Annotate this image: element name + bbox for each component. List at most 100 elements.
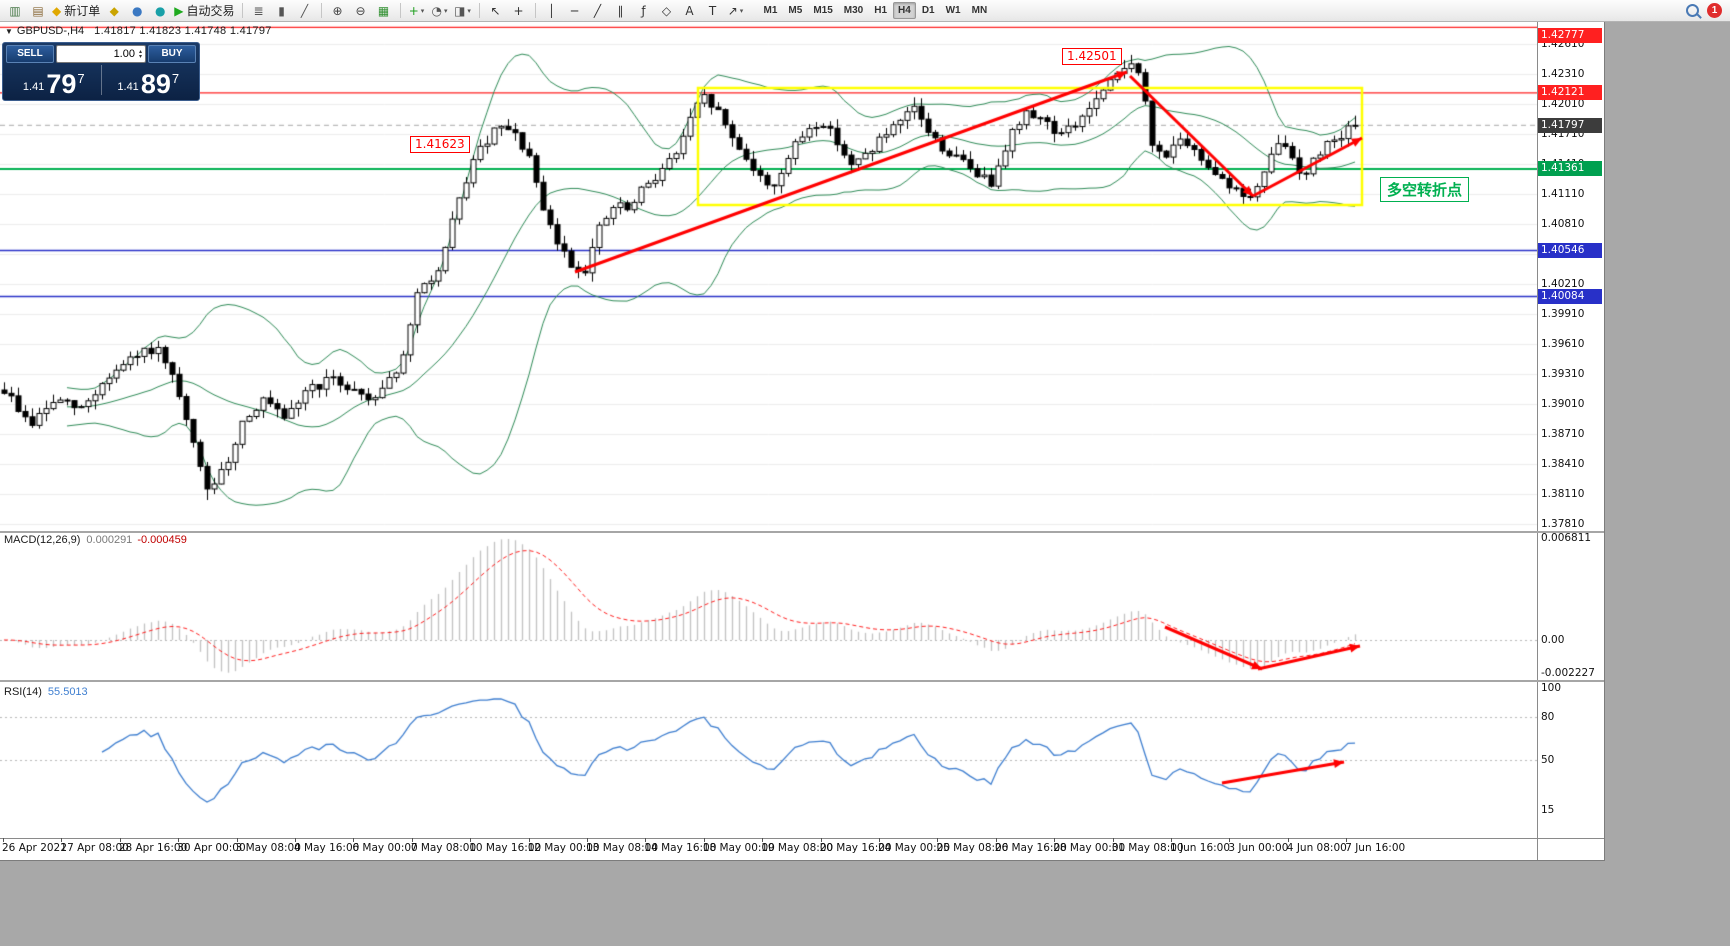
periods-dropdown[interactable]: ▾ bbox=[443, 6, 448, 15]
panel-separator[interactable] bbox=[0, 680, 1604, 682]
new-order-button[interactable]: ◆ 新订单 bbox=[50, 2, 102, 20]
fibonacci-button[interactable]: ƒ bbox=[633, 2, 655, 20]
shapes-icon: ◇ bbox=[661, 3, 672, 18]
date-label: 28 May 00:00 bbox=[1053, 842, 1126, 854]
date-label: 1 Jun 16:00 bbox=[1170, 842, 1231, 854]
chart-canvas[interactable] bbox=[0, 22, 1537, 838]
macd-indicator-label: MACD(12,26,9) 0.000291 -0.000459 bbox=[4, 534, 187, 546]
rsi-name: RSI(14) bbox=[4, 686, 42, 698]
sell-button[interactable]: SELL bbox=[6, 45, 54, 63]
macd-signal-value: -0.000459 bbox=[137, 534, 187, 546]
price-tick-label: 1.38710 bbox=[1541, 428, 1585, 440]
notifications-badge[interactable]: 1 bbox=[1707, 3, 1722, 18]
date-label: 6 May 00:00 bbox=[352, 842, 418, 854]
indicators-button[interactable]: + ▾ bbox=[406, 2, 428, 20]
buy-button[interactable]: BUY bbox=[148, 45, 196, 63]
date-label: 10 May 16:00 bbox=[469, 842, 542, 854]
horizontal-line-button[interactable]: ─ bbox=[564, 2, 586, 20]
search-icon[interactable] bbox=[1686, 4, 1699, 17]
arrows-tool-button[interactable]: ↗ ▾ bbox=[725, 2, 747, 20]
templates-dropdown[interactable]: ▾ bbox=[467, 6, 471, 15]
timeframe-d1-button[interactable]: D1 bbox=[921, 5, 935, 16]
price-divider bbox=[100, 65, 102, 95]
history-center-button[interactable]: ◆ bbox=[103, 2, 125, 20]
ohlc-values: 1.41817 1.41823 1.41748 1.41797 bbox=[94, 25, 272, 37]
toolbar-separator bbox=[399, 3, 401, 18]
collapse-panel-icon[interactable]: ▼ bbox=[5, 27, 13, 36]
toolbar-right-group: 1 bbox=[1686, 3, 1726, 18]
indicators-icon: + bbox=[408, 3, 419, 18]
cursor-icon: ↖ bbox=[490, 3, 501, 18]
vertical-line-button[interactable]: │ bbox=[541, 2, 563, 20]
profiles-button[interactable]: ▤ bbox=[27, 2, 49, 20]
date-tick bbox=[762, 838, 764, 842]
date-tick bbox=[1229, 838, 1231, 842]
volume-value[interactable]: 1.00 bbox=[113, 48, 135, 60]
cursor-button[interactable]: ↖ bbox=[485, 2, 507, 20]
date-label: 26 Apr 2021 bbox=[2, 842, 67, 854]
volume-spinner[interactable]: ▴ ▾ bbox=[138, 48, 142, 60]
timeframe-mn-button[interactable]: MN bbox=[971, 5, 988, 16]
toolbar-separator bbox=[241, 3, 243, 18]
date-tick bbox=[1054, 838, 1056, 842]
peak-price-annotation[interactable]: 1.42501 bbox=[1062, 48, 1122, 65]
history-center-icon: ◆ bbox=[109, 3, 119, 18]
text-label-button[interactable]: T bbox=[702, 2, 724, 20]
date-tick bbox=[178, 838, 180, 842]
trendline-button[interactable]: ╱ bbox=[587, 2, 609, 20]
price-tick-label: 1.42010 bbox=[1541, 98, 1585, 110]
macd-main-value: 0.000291 bbox=[86, 534, 133, 546]
templates-button[interactable]: ◨ ▾ bbox=[452, 2, 474, 20]
date-label: 31 May 08:00 bbox=[1111, 842, 1184, 854]
date-tick bbox=[61, 838, 63, 842]
timeframe-h4-button[interactable]: H4 bbox=[893, 2, 916, 19]
timeframe-h1-button[interactable]: H1 bbox=[874, 5, 888, 16]
date-tick bbox=[937, 838, 939, 842]
crosshair-button[interactable]: + bbox=[508, 2, 530, 20]
autotrading-button[interactable]: ▶ 自动交易 bbox=[172, 2, 236, 20]
chart-candles-button[interactable]: ▮ bbox=[271, 2, 293, 20]
one-click-prices: 1.41 79 7 1.41 89 7 bbox=[3, 63, 199, 100]
rsi-value: 55.5013 bbox=[47, 686, 88, 698]
new-chart-button[interactable]: ▥ bbox=[4, 2, 26, 20]
sell-price[interactable]: 1.41 79 7 bbox=[7, 71, 101, 98]
rsi-indicator-label: RSI(14) 55.5013 bbox=[4, 686, 88, 698]
panel-separator[interactable] bbox=[0, 531, 1604, 533]
chart-bars-button[interactable]: ≣ bbox=[248, 2, 270, 20]
price-badge: 1.42121 bbox=[1538, 85, 1602, 101]
date-label: 20 May 16:00 bbox=[819, 842, 892, 854]
turning-point-note[interactable]: 多空转折点 bbox=[1380, 177, 1470, 202]
indicators-dropdown[interactable]: ▾ bbox=[420, 6, 425, 15]
macd-scale-label: 0.006811 bbox=[1541, 531, 1592, 544]
equidistant-channel-button[interactable]: ∥ bbox=[610, 2, 632, 20]
timeframe-m15-button[interactable]: M15 bbox=[813, 5, 833, 16]
arrows-tool-dropdown[interactable]: ▾ bbox=[739, 6, 744, 15]
rsi-scale-label: 100 bbox=[1541, 682, 1562, 694]
text-button[interactable]: A bbox=[679, 2, 701, 20]
timeframe-m1-button[interactable]: M1 bbox=[763, 5, 778, 16]
tile-windows-button[interactable]: ▦ bbox=[373, 2, 395, 20]
community-button[interactable]: ● bbox=[126, 2, 148, 20]
timeframe-m5-button[interactable]: M5 bbox=[788, 5, 803, 16]
date-label: 12 May 00:00 bbox=[527, 842, 600, 854]
new-order-icon: ◆ bbox=[52, 3, 62, 18]
shapes-button[interactable]: ◇ bbox=[656, 2, 678, 20]
price-badge: 1.41797 bbox=[1538, 117, 1602, 133]
timeframe-m30-button[interactable]: M30 bbox=[843, 5, 864, 16]
date-tick bbox=[1346, 838, 1348, 842]
zoom-in-button[interactable]: ⊕ bbox=[327, 2, 349, 20]
zoom-out-button[interactable]: ⊖ bbox=[350, 2, 372, 20]
chart-line-button[interactable]: ╱ bbox=[294, 2, 316, 20]
price-badge: 1.41361 bbox=[1538, 161, 1602, 177]
date-label: 24 May 00:00 bbox=[878, 842, 951, 854]
timeframe-w1-button[interactable]: W1 bbox=[945, 5, 961, 16]
price-tick-label: 1.39610 bbox=[1541, 338, 1585, 350]
macd-scale-label: -0.002227 bbox=[1541, 667, 1595, 680]
swing-price-annotation[interactable]: 1.41623 bbox=[410, 136, 470, 153]
periods-button[interactable]: ◔ ▾ bbox=[429, 2, 451, 20]
toolbar-icon-group: ▥ ▤ ◆ 新订单 ◆ ● ● ▶ 自动交易 ≣ ▮ ╱ ⊕ ⊖ ▦ + ▾ ◔ ▾ ◨ ▾ ↖ + │ ─ ╱ ∥ ƒ ◇ A T ↗ ▾ bbox=[4, 2, 747, 20]
volume-input[interactable]: 1.00 ▴ ▾ bbox=[56, 45, 146, 63]
help-button[interactable]: ● bbox=[149, 2, 171, 20]
arrows-tool-icon: ↗ bbox=[727, 3, 738, 18]
buy-price[interactable]: 1.41 89 7 bbox=[102, 71, 196, 98]
